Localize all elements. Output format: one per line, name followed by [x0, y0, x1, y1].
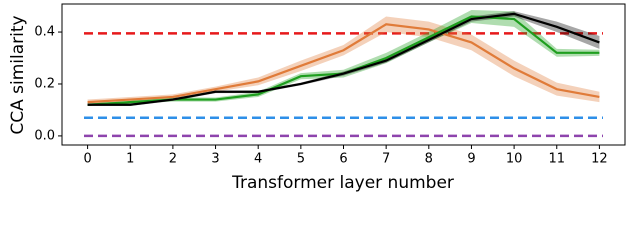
x-tick-label: 8	[425, 152, 433, 167]
x-tick-label: 9	[467, 152, 475, 167]
x-tick-label: 6	[339, 152, 347, 167]
series-line	[87, 23, 600, 104]
y-axis-title: CCA similarity	[8, 15, 28, 134]
error-band	[87, 11, 600, 107]
x-tick-label: 2	[169, 152, 177, 167]
x-tick-label: 10	[506, 152, 523, 167]
plot-frame	[61, 3, 626, 146]
series-line	[87, 12, 600, 106]
x-tick-label: 1	[126, 152, 134, 167]
x-tick-label: 11	[548, 152, 565, 167]
y-tick-label: 0.2	[34, 76, 55, 91]
error-band	[87, 9, 600, 107]
error-band	[87, 16, 600, 105]
y-tick-label: 0.0	[34, 128, 55, 143]
x-tick-label: 7	[382, 152, 390, 167]
chart: Transformer layer number CCA similarity …	[8, 3, 626, 193]
x-axis-title: Transformer layer number	[231, 173, 454, 193]
y-tick-label: 0.4	[34, 25, 55, 40]
x-tick-label: 5	[297, 152, 305, 167]
x-tick-label: 4	[254, 152, 262, 167]
x-tick-label: 12	[591, 152, 608, 167]
x-tick-label: 0	[83, 152, 91, 167]
x-tick-label: 3	[211, 152, 219, 167]
